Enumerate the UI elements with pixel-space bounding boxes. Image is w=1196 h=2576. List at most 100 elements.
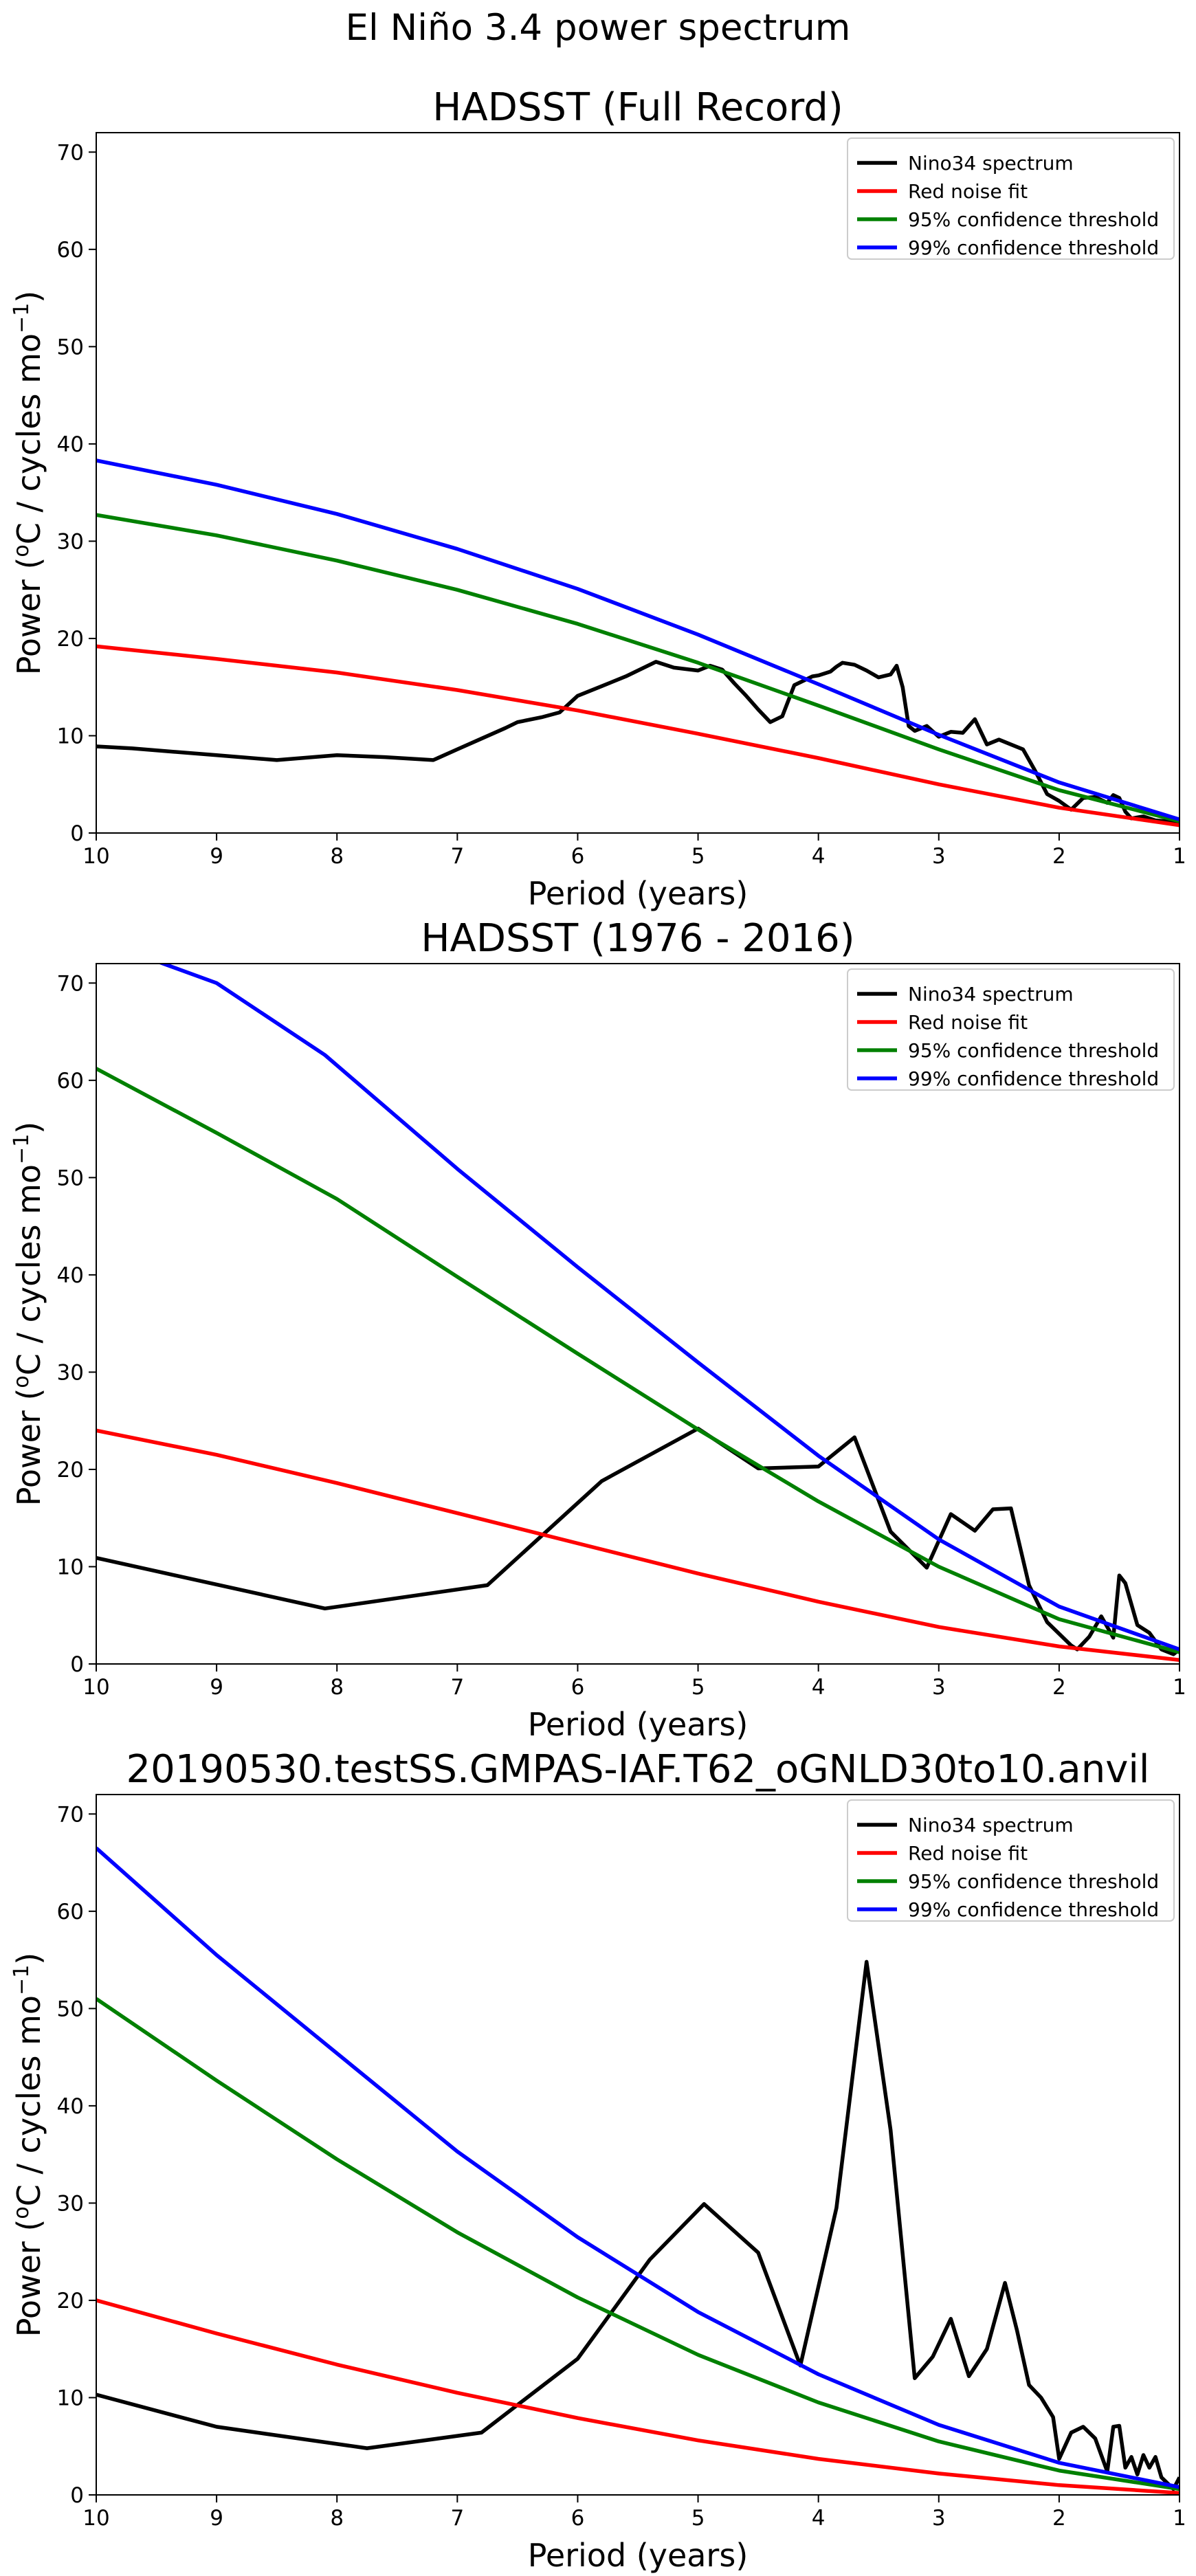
x-tick-label: 9 bbox=[210, 844, 223, 869]
y-tick-label: 70 bbox=[57, 1802, 84, 1827]
x-tick-label: 10 bbox=[82, 844, 109, 869]
y-tick-label: 10 bbox=[57, 1555, 84, 1579]
y-tick-label: 70 bbox=[57, 971, 84, 996]
y-tick-label: 20 bbox=[57, 2289, 84, 2313]
axes-frame bbox=[96, 963, 1180, 1665]
series-line-red-noise-fit bbox=[96, 644, 1180, 828]
x-tick-label: 6 bbox=[571, 1675, 585, 1700]
legend-label-nino34-spectrum: Nino34 spectrum bbox=[908, 1814, 1074, 1836]
y-axis-label: Power (oC / cycles mo−1) bbox=[10, 1122, 48, 1507]
series-line-nino34-spectrum bbox=[96, 1959, 1180, 2491]
chart-title: HADSST (1976 - 2016) bbox=[421, 916, 854, 961]
x-tick-label: 10 bbox=[82, 2506, 109, 2531]
x-tick-label: 10 bbox=[82, 1675, 109, 1700]
y-tick-label: 20 bbox=[57, 627, 84, 652]
legend-label-red-noise-fit: Red noise fit bbox=[908, 1842, 1028, 1865]
x-tick-label: 7 bbox=[450, 2506, 464, 2531]
series-line-conf99-threshold bbox=[96, 458, 1180, 821]
x-axis-label: Period (years) bbox=[528, 2537, 749, 2574]
series-line-conf99-threshold bbox=[96, 1846, 1180, 2489]
axes-frame bbox=[96, 132, 1180, 834]
axes-frame bbox=[96, 1794, 1180, 2496]
legend-box bbox=[847, 1799, 1175, 1922]
x-tick-label: 8 bbox=[330, 844, 344, 869]
x-tick-label: 4 bbox=[812, 1675, 826, 1700]
x-tick-label: 3 bbox=[932, 2506, 946, 2531]
y-tick-label: 60 bbox=[57, 238, 84, 263]
x-tick-label: 1 bbox=[1173, 1675, 1186, 1700]
x-tick-label: 4 bbox=[812, 844, 826, 869]
x-tick-label: 7 bbox=[450, 844, 464, 869]
x-tick-label: 5 bbox=[691, 2506, 705, 2531]
x-tick-label: 2 bbox=[1052, 2506, 1066, 2531]
x-tick-label: 2 bbox=[1052, 844, 1066, 869]
legend-box bbox=[847, 137, 1175, 260]
legend-label-conf95-threshold: 95% confidence threshold bbox=[908, 208, 1159, 231]
x-tick-label: 2 bbox=[1052, 1675, 1066, 1700]
legend-label-nino34-spectrum: Nino34 spectrum bbox=[908, 983, 1074, 1006]
chart-title: HADSST (Full Record) bbox=[432, 85, 843, 130]
series-line-red-noise-fit bbox=[96, 1428, 1180, 1663]
x-tick-label: 1 bbox=[1173, 844, 1186, 869]
figure-title: El Niño 3.4 power spectrum bbox=[346, 7, 851, 49]
y-tick-label: 0 bbox=[70, 821, 84, 846]
chart-panel-2: HADSST (1976 - 2016)10 9 8 7 6 5 4 3 2 1010203040… bbox=[10, 916, 1186, 1743]
y-tick-label: 10 bbox=[57, 724, 84, 748]
y-tick-label: 20 bbox=[57, 1458, 84, 1483]
chart-panel-1: HADSST (Full Record)10 9 8 7 6 5 4 3 2 1010203040… bbox=[10, 85, 1186, 912]
x-tick-label: 9 bbox=[210, 2506, 223, 2531]
x-tick-label: 7 bbox=[450, 1675, 464, 1700]
y-tick-label: 40 bbox=[57, 2094, 84, 2119]
legend-label-conf99-threshold: 99% confidence threshold bbox=[908, 1067, 1159, 1090]
legend-box bbox=[847, 968, 1175, 1091]
x-tick-label: 6 bbox=[571, 844, 585, 869]
y-tick-label: 50 bbox=[57, 335, 84, 359]
x-axis-label: Period (years) bbox=[528, 875, 749, 912]
chart-panel-3: 20190530.testSS.GMPAS-IAF.T62_oGNLD30to1… bbox=[10, 1747, 1186, 2574]
series-line-nino34-spectrum bbox=[96, 1426, 1180, 1656]
y-tick-label: 10 bbox=[57, 2386, 84, 2410]
x-tick-label: 9 bbox=[210, 1675, 223, 1700]
x-tick-label: 4 bbox=[812, 2506, 826, 2531]
legend-label-nino34-spectrum: Nino34 spectrum bbox=[908, 152, 1074, 175]
y-tick-label: 50 bbox=[57, 1997, 84, 2021]
series-line-conf95-threshold bbox=[96, 513, 1180, 823]
chart-title: 20190530.testSS.GMPAS-IAF.T62_oGNLD30to1… bbox=[126, 1747, 1149, 1792]
series-line-red-noise-fit bbox=[96, 2298, 1180, 2495]
x-tick-label: 8 bbox=[330, 2506, 344, 2531]
y-tick-label: 50 bbox=[57, 1166, 84, 1190]
x-axis-label: Period (years) bbox=[528, 1706, 749, 1743]
y-tick-label: 0 bbox=[70, 1652, 84, 1677]
y-tick-label: 30 bbox=[57, 2191, 84, 2216]
legend-label-conf95-threshold: 95% confidence threshold bbox=[908, 1870, 1159, 1893]
y-tick-label: 40 bbox=[57, 432, 84, 457]
y-axis-label: Power (oC / cycles mo−1) bbox=[10, 291, 48, 676]
series-line-conf99-threshold bbox=[157, 964, 1180, 1652]
series-line-nino34-spectrum bbox=[96, 660, 1180, 825]
x-tick-label: 3 bbox=[932, 1675, 946, 1700]
y-tick-label: 40 bbox=[57, 1263, 84, 1288]
x-tick-label: 8 bbox=[330, 1675, 344, 1700]
y-tick-label: 60 bbox=[57, 1069, 84, 1093]
series-line-conf95-threshold bbox=[96, 1067, 1180, 1654]
y-tick-label: 70 bbox=[57, 140, 84, 165]
legend-label-conf99-threshold: 99% confidence threshold bbox=[908, 236, 1159, 259]
legend: Nino34 spectrum Red noise fit 95% confiden… bbox=[847, 968, 1175, 1091]
x-tick-label: 3 bbox=[932, 844, 946, 869]
legend-label-red-noise-fit: Red noise fit bbox=[908, 180, 1028, 203]
legend-label-conf95-threshold: 95% confidence threshold bbox=[908, 1039, 1159, 1062]
x-tick-label: 6 bbox=[571, 2506, 585, 2531]
x-tick-label: 5 bbox=[691, 1675, 705, 1700]
legend-label-red-noise-fit: Red noise fit bbox=[908, 1011, 1028, 1034]
y-tick-label: 0 bbox=[70, 2483, 84, 2508]
legend: Nino34 spectrum Red noise fit 95% confiden… bbox=[847, 137, 1175, 260]
x-tick-label: 1 bbox=[1173, 2506, 1186, 2531]
legend: Nino34 spectrum Red noise fit 95% confiden… bbox=[847, 1799, 1175, 1922]
y-tick-label: 30 bbox=[57, 1360, 84, 1385]
y-axis-label: Power (oC / cycles mo−1) bbox=[10, 1953, 48, 2338]
series-line-conf95-threshold bbox=[96, 1997, 1180, 2491]
y-tick-label: 30 bbox=[57, 529, 84, 554]
x-tick-label: 5 bbox=[691, 844, 705, 869]
y-tick-label: 60 bbox=[57, 1900, 84, 1924]
